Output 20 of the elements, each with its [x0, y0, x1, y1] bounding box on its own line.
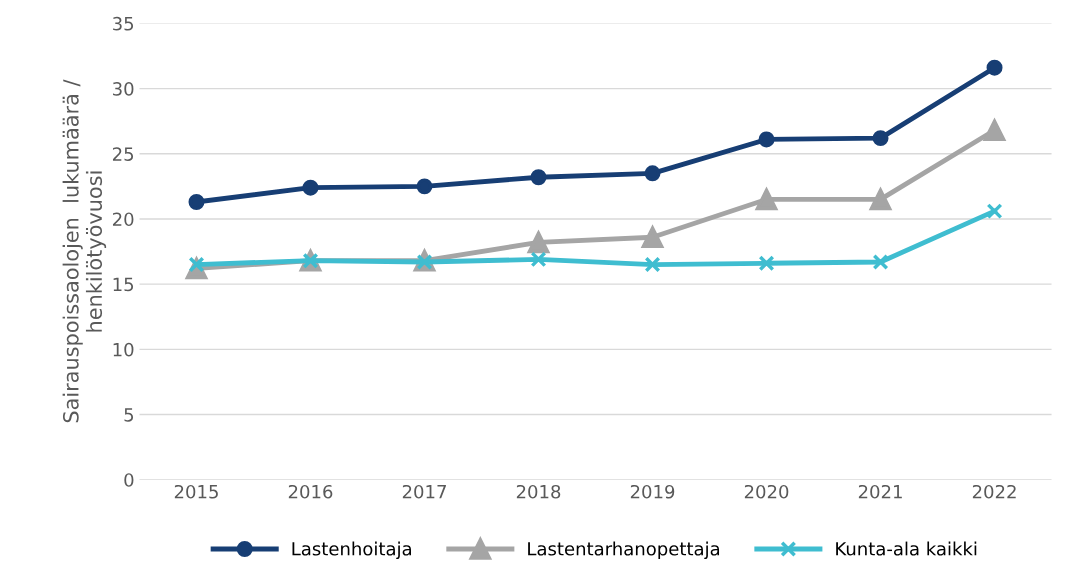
legend-label: Kunta-ala kaikki [836, 541, 977, 556]
x-tick-label: 2020 [744, 484, 789, 499]
y-tick-label: 0 [124, 473, 134, 487]
y-axis-title: Sairauspoissaolojen lukumäärä / henkilötyövuosi [62, 79, 107, 423]
y-tick-label: 30 [113, 82, 134, 96]
x-tick-label: 2018 [516, 484, 561, 499]
x-tick-label: 2021 [858, 484, 902, 499]
y-tick-label: 20 [112, 212, 134, 227]
y-tick-label: 15 [113, 277, 134, 292]
x-tick-label: 2016 [288, 484, 333, 499]
y-tick-label: 35 [113, 16, 134, 31]
y-tick-label: 25 [112, 147, 134, 161]
y-tick-label: 10 [113, 342, 134, 357]
x-tick-label: 2017 [402, 484, 446, 499]
legend-label: Lastentarhanopettaja [528, 541, 720, 560]
legend-label: Lastenhoitaja [292, 541, 411, 560]
x-tick-label: 2022 [972, 484, 1016, 499]
x-tick-label: 2019 [630, 484, 675, 499]
y-tick-label: 5 [124, 408, 134, 422]
x-tick-label: 2015 [174, 484, 218, 499]
